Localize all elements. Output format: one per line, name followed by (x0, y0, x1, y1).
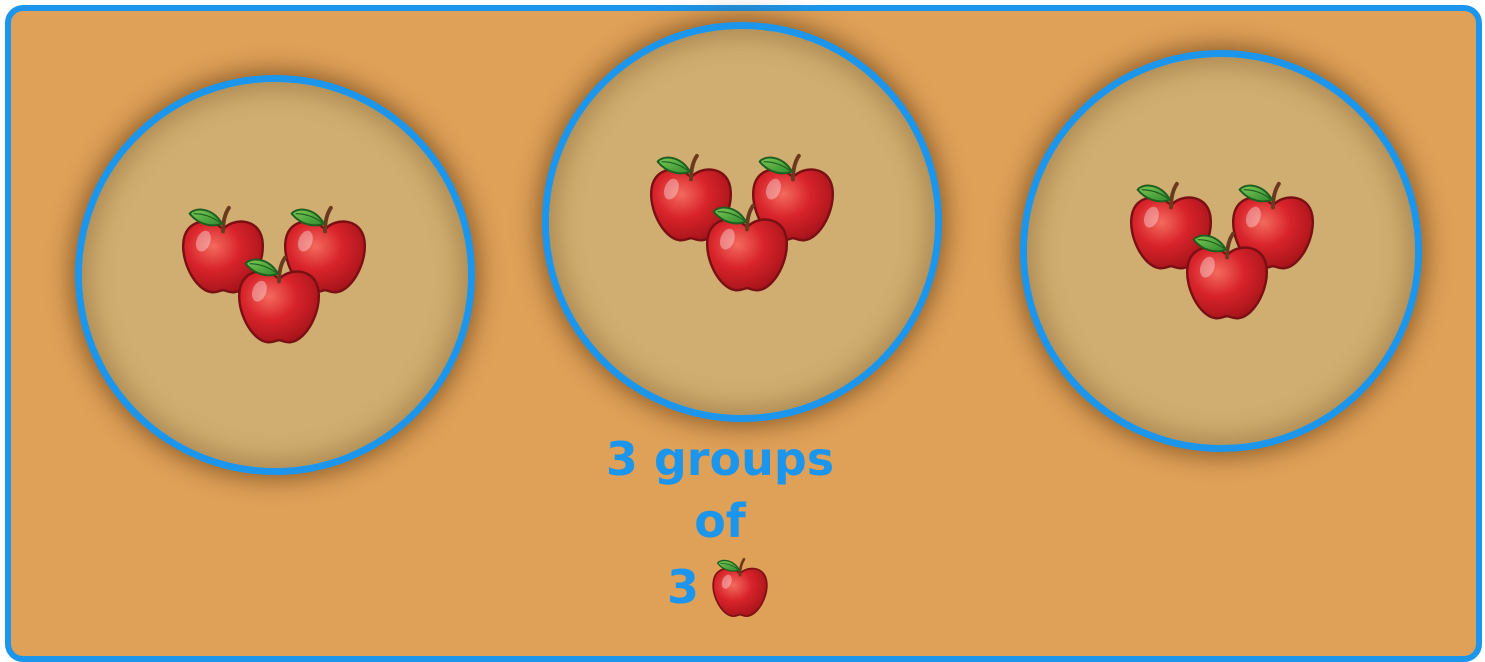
caption-line-count: 3 (600, 552, 840, 622)
caption-line-groups: 3 groups (605, 432, 835, 486)
caption-line-of: of (694, 494, 746, 548)
apple-group (649, 153, 835, 293)
caption: 3 groups of 3 (600, 428, 840, 622)
apple-icon (711, 557, 769, 618)
apple-group (181, 205, 367, 345)
apple-group (1129, 181, 1315, 321)
caption-number: 3 (666, 560, 699, 614)
